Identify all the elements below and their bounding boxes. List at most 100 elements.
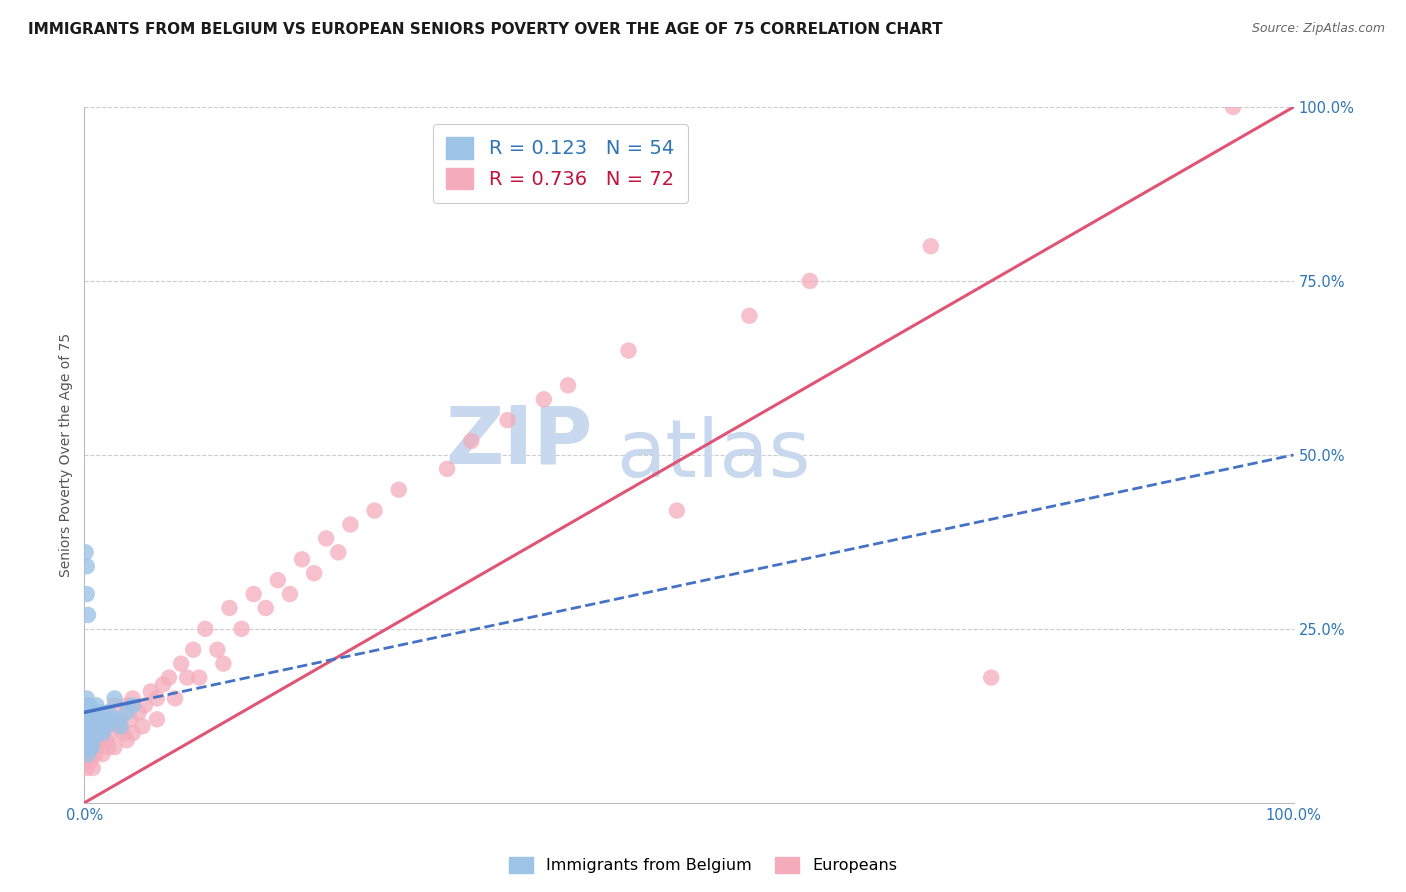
Point (112, 726, 135, 740)
Point (97, 740, 120, 755)
Point (97, 706, 120, 720)
Point (738, 309, 761, 323)
Point (131, 719, 153, 733)
Y-axis label: Seniors Poverty Over the Age of 75: Seniors Poverty Over the Age of 75 (59, 333, 73, 577)
Point (89, 719, 111, 733)
Point (94, 719, 117, 733)
Point (134, 698, 156, 713)
Point (80, 740, 103, 755)
Point (212, 657, 235, 671)
Point (75, 545, 97, 559)
Point (120, 712, 142, 726)
Point (91, 747, 114, 761)
Point (302, 566, 325, 581)
Point (79, 719, 101, 733)
Point (315, 532, 337, 546)
Point (328, 545, 350, 559)
Point (496, 413, 519, 427)
Point (86, 740, 108, 755)
Text: IMMIGRANTS FROM BELGIUM VS EUROPEAN SENIORS POVERTY OVER THE AGE OF 75 CORRELATI: IMMIGRANTS FROM BELGIUM VS EUROPEAN SENI… (28, 22, 943, 37)
Point (799, 274, 821, 288)
Point (128, 706, 150, 720)
Point (152, 677, 174, 691)
Text: atlas: atlas (616, 416, 811, 494)
Point (76, 726, 98, 740)
Point (86, 719, 108, 733)
Point (76, 559, 98, 574)
Point (86, 698, 108, 713)
Point (83, 706, 105, 720)
Point (110, 719, 132, 733)
Point (77, 719, 100, 733)
Point (86, 719, 108, 733)
Point (146, 691, 169, 706)
Point (254, 601, 277, 615)
Point (115, 706, 138, 720)
Point (77, 733, 100, 747)
Point (218, 601, 240, 615)
Point (1222, 100, 1244, 114)
Point (77, 698, 100, 713)
Point (121, 691, 143, 706)
Point (121, 726, 143, 740)
Point (77, 733, 100, 747)
Point (77, 726, 100, 740)
Point (94, 719, 117, 733)
Point (80, 706, 103, 720)
Point (146, 712, 169, 726)
Point (181, 642, 204, 657)
Point (77, 747, 100, 761)
Point (278, 587, 301, 601)
Point (76, 706, 98, 720)
Point (980, 671, 1002, 685)
Point (76, 587, 98, 601)
Point (110, 712, 132, 726)
Point (242, 587, 264, 601)
Point (170, 657, 193, 671)
Point (84, 747, 107, 761)
Point (77, 706, 100, 720)
Point (90, 706, 112, 720)
Point (84, 726, 107, 740)
Point (89, 733, 111, 747)
Point (104, 740, 127, 755)
Point (82, 761, 104, 775)
Point (460, 434, 482, 448)
Point (79, 733, 101, 747)
Point (79, 712, 101, 726)
Point (291, 552, 314, 566)
Point (87, 712, 110, 726)
Point (82, 726, 104, 740)
Point (82, 712, 104, 726)
Point (79, 740, 101, 755)
Point (80, 719, 103, 733)
Point (231, 622, 253, 636)
Point (79, 706, 101, 720)
Point (77, 726, 100, 740)
Point (75, 740, 97, 755)
Point (100, 726, 122, 740)
Point (363, 503, 385, 517)
Point (77, 607, 100, 622)
Point (75, 740, 97, 755)
Point (115, 733, 138, 747)
Point (115, 698, 138, 713)
Point (557, 378, 579, 392)
Point (94, 733, 117, 747)
Point (188, 671, 211, 685)
Point (79, 754, 101, 768)
Point (87, 712, 110, 726)
Legend: Immigrants from Belgium, Europeans: Immigrants from Belgium, Europeans (502, 850, 904, 880)
Point (84, 712, 107, 726)
Point (91, 712, 114, 726)
Point (77, 726, 100, 740)
Point (194, 622, 217, 636)
Point (75, 712, 97, 726)
Legend: R = 0.123   N = 54, R = 0.736   N = 72: R = 0.123 N = 54, R = 0.736 N = 72 (433, 124, 688, 203)
Point (157, 671, 180, 685)
Point (388, 483, 411, 497)
Point (80, 740, 103, 755)
Point (82, 733, 104, 747)
Point (920, 239, 942, 253)
Point (339, 517, 361, 532)
